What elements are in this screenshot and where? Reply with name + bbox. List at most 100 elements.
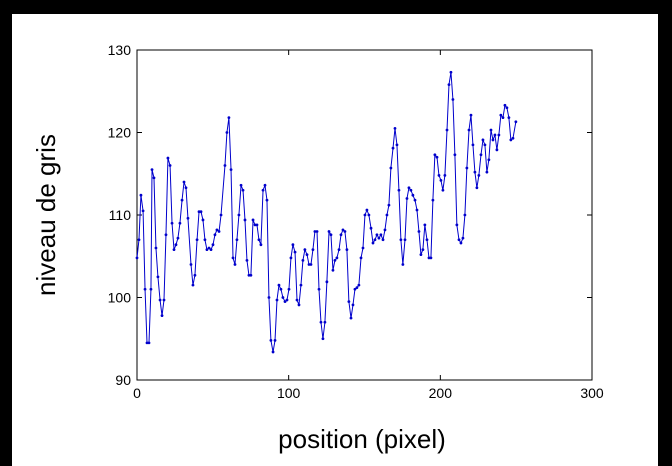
- data-point: [193, 273, 197, 277]
- data-point: [445, 128, 449, 132]
- data-point: [341, 228, 345, 232]
- data-point: [313, 230, 317, 233]
- data-point: [203, 238, 207, 242]
- data-point: [303, 248, 307, 252]
- data-point: [189, 263, 193, 266]
- data-point: [281, 296, 285, 299]
- data-point: [191, 283, 195, 287]
- data-point: [365, 208, 369, 212]
- data-point: [415, 208, 419, 212]
- data-point: [249, 273, 253, 277]
- data-point: [145, 341, 149, 345]
- data-point: [223, 164, 227, 167]
- data-point: [158, 298, 162, 302]
- data-point: [277, 283, 281, 287]
- data-point: [172, 248, 176, 252]
- data-point: [243, 218, 247, 222]
- data-point: [273, 339, 277, 342]
- data-point: [245, 258, 249, 262]
- data-point: [211, 243, 215, 247]
- data-point: [507, 116, 511, 120]
- data-point: [437, 174, 441, 177]
- data-point: [493, 133, 497, 137]
- data-point: [345, 248, 349, 252]
- data-point: [269, 339, 273, 342]
- data-point: [156, 275, 160, 279]
- data-point: [485, 170, 489, 174]
- data-point: [199, 210, 203, 214]
- data-point: [449, 70, 453, 74]
- data-point: [174, 243, 178, 247]
- data-point: [205, 248, 209, 252]
- background: [12, 14, 658, 466]
- data-point: [337, 248, 341, 252]
- data-point: [162, 298, 166, 302]
- data-point: [225, 131, 229, 134]
- data-point: [259, 243, 263, 247]
- data-point: [184, 186, 188, 190]
- data-point: [381, 238, 385, 242]
- data-point: [201, 218, 205, 222]
- data-point: [459, 241, 463, 245]
- data-point: [257, 238, 261, 242]
- data-point: [371, 241, 375, 245]
- data-point: [329, 233, 333, 237]
- data-point: [241, 188, 245, 192]
- x-tick-label: 100: [277, 385, 301, 401]
- y-tick-label: 120: [108, 125, 132, 141]
- data-point: [463, 213, 467, 217]
- data-point: [393, 126, 397, 130]
- data-point: [164, 233, 168, 237]
- y-tick-label: 90: [115, 372, 131, 388]
- data-point: [168, 164, 172, 167]
- data-point: [176, 236, 180, 240]
- data-point: [323, 320, 327, 324]
- data-point: [307, 263, 311, 266]
- data-point: [275, 298, 279, 302]
- data-point: [413, 198, 417, 202]
- x-tick-label: 0: [133, 385, 141, 401]
- data-point: [283, 300, 287, 304]
- data-point: [483, 143, 487, 147]
- data-point: [349, 316, 353, 320]
- data-point: [147, 341, 151, 345]
- data-point: [239, 183, 243, 187]
- data-point: [339, 233, 343, 237]
- data-point: [403, 238, 407, 242]
- data-point: [141, 209, 145, 213]
- data-point: [369, 226, 373, 230]
- data-point: [497, 133, 501, 137]
- data-point: [335, 256, 339, 260]
- data-point: [219, 213, 223, 217]
- data-point: [417, 230, 421, 233]
- data-point: [503, 103, 507, 107]
- data-point: [297, 303, 301, 307]
- data-point: [215, 228, 219, 232]
- data-point: [265, 198, 269, 202]
- data-point: [409, 188, 413, 192]
- data-point: [271, 350, 275, 354]
- data-point: [235, 238, 239, 242]
- data-point: [293, 250, 297, 254]
- data-point: [305, 253, 309, 256]
- data-point: [373, 238, 377, 242]
- data-point: [433, 153, 437, 157]
- data-point: [152, 176, 156, 180]
- data-point: [295, 298, 299, 302]
- data-point: [139, 193, 143, 197]
- data-point: [321, 337, 325, 341]
- data-point: [209, 248, 213, 252]
- x-tick-label: 200: [429, 385, 453, 401]
- data-point: [255, 223, 259, 227]
- data-point: [357, 283, 361, 287]
- data-point: [443, 174, 447, 177]
- data-point: [435, 155, 439, 159]
- data-point: [447, 83, 451, 87]
- data-point: [505, 106, 509, 110]
- data-point: [150, 168, 154, 172]
- data-point: [395, 143, 399, 147]
- data-point: [195, 238, 199, 242]
- data-point: [351, 303, 355, 307]
- y-tick-label: 130: [108, 42, 132, 58]
